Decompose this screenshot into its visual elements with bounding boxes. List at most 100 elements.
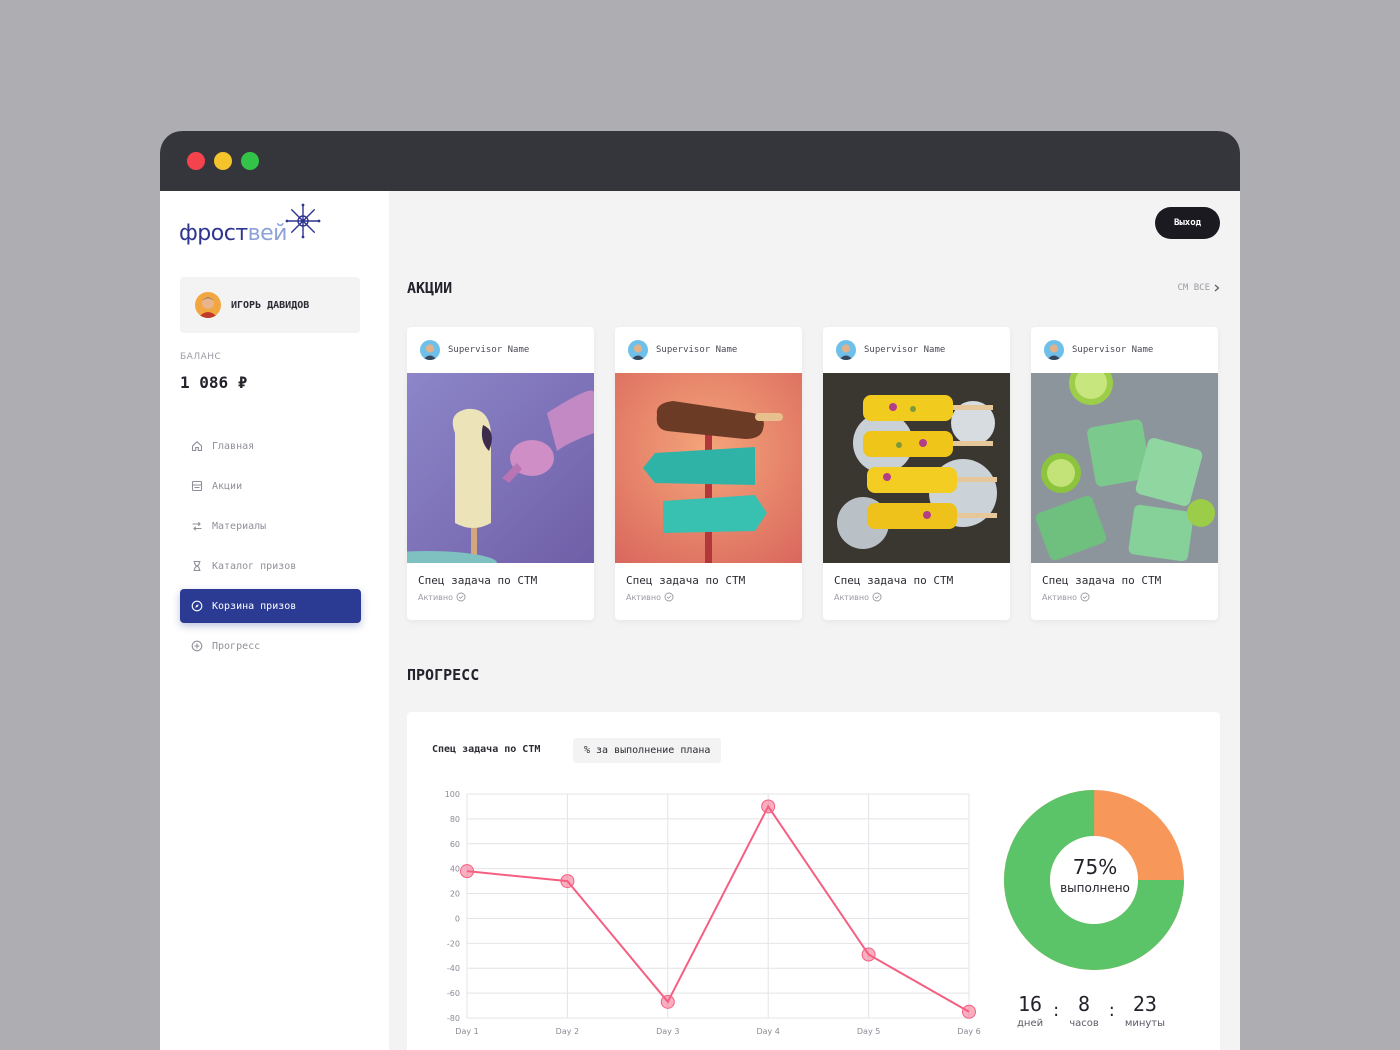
- card-title: Спец задача по СТМ: [626, 574, 746, 587]
- browser-window: фроствей: [160, 131, 1240, 1050]
- nav-label: Материалы: [212, 520, 267, 532]
- card-header: Supervisor Name: [407, 327, 594, 373]
- user-name: ИГОРЬ ДАВИДОВ: [231, 299, 310, 311]
- nav-label: Каталог призов: [212, 560, 297, 572]
- user-avatar: [195, 292, 221, 318]
- check-circle-icon: [664, 592, 674, 602]
- supervisor-name: Supervisor Name: [448, 345, 530, 355]
- y-tick-label: 0: [455, 914, 460, 923]
- x-tick-label: Day 3: [656, 1027, 679, 1036]
- card-status: Активно: [1031, 587, 1218, 602]
- supervisor-avatar: [420, 340, 440, 360]
- promotion-card[interactable]: Supervisor Name Спец задач: [615, 327, 802, 620]
- card-image: [615, 373, 802, 563]
- see-all-link[interactable]: СМ ВСЕ: [1177, 283, 1220, 293]
- card-status: Активно: [823, 587, 1010, 602]
- nav-label: Акции: [212, 480, 243, 492]
- stock-icon: [190, 479, 204, 493]
- nav-label: Корзина призов: [212, 600, 297, 612]
- card-image: [407, 373, 594, 563]
- close-window-button[interactable]: [187, 152, 205, 170]
- donut-hole: [1050, 836, 1138, 924]
- card-image: [1031, 373, 1218, 563]
- sidebar: фроствей: [160, 191, 389, 1050]
- see-all-label: СМ ВСЕ: [1177, 283, 1210, 293]
- donut-center: 75% выполнено: [1048, 855, 1142, 895]
- brand-logo[interactable]: фроствей: [179, 203, 321, 245]
- promotion-card[interactable]: Supervisor Name: [407, 327, 594, 620]
- data-point: [460, 864, 474, 879]
- x-tick-label: Day 2: [556, 1027, 579, 1036]
- logo-text: фроствей: [179, 221, 287, 246]
- sidebar-nav: Главная Акции Материалы Каталог призов К…: [180, 429, 361, 669]
- card-header: Supervisor Name: [615, 327, 802, 373]
- supervisor-name: Supervisor Name: [864, 345, 946, 355]
- completion-label: выполнено: [1060, 881, 1130, 895]
- home-icon: [190, 439, 204, 453]
- countdown-timer: 16 дней : 8 часов : 23 минуты: [1017, 992, 1165, 1029]
- plan-percent-tag[interactable]: % за выполнение плана: [573, 738, 722, 763]
- promotion-card[interactable]: Supervisor Name: [1031, 327, 1218, 620]
- card-title: Спец задача по СТМ: [834, 574, 954, 587]
- timer-hours: 8 часов: [1069, 992, 1099, 1029]
- series-line: [466, 804, 970, 1013]
- line-chart: 100 80 60 40 20 0 -20 -40 -60 -80 Day 1 Day 2 Day 3 D…: [445, 790, 981, 1036]
- card-status: Активно: [407, 587, 594, 602]
- maximize-window-button[interactable]: [241, 152, 259, 170]
- data-point: [660, 994, 675, 1009]
- timer-minutes: 23 минуты: [1124, 992, 1166, 1029]
- data-point: [761, 799, 776, 814]
- supervisor-name: Supervisor Name: [656, 345, 738, 355]
- check-circle-icon: [1080, 592, 1090, 602]
- progress-panel-title: Спец задача по СТМ: [432, 744, 541, 755]
- user-card[interactable]: ИГОРЬ ДАВИДОВ: [180, 277, 360, 333]
- card-title: Спец задача по СТМ: [418, 574, 538, 587]
- minimize-window-button[interactable]: [214, 152, 232, 170]
- y-tick-label: 60: [450, 840, 460, 849]
- nav-item-progress[interactable]: Прогресс: [180, 629, 361, 663]
- x-tick-label: Day 1: [455, 1027, 478, 1036]
- supervisor-avatar: [836, 340, 856, 360]
- materials-icon: [190, 519, 204, 533]
- nav-item-prize-cart[interactable]: Корзина призов: [180, 589, 361, 623]
- check-circle-icon: [456, 592, 466, 602]
- nav-label: Главная: [212, 440, 255, 452]
- card-title: Спец задача по СТМ: [1042, 574, 1162, 587]
- y-tick-label: -20: [447, 939, 460, 948]
- supervisor-avatar: [1044, 340, 1064, 360]
- progress-panel: Спец задача по СТМ % за выполнение плана…: [407, 712, 1220, 1050]
- y-tick-label: 40: [450, 865, 460, 874]
- nav-item-prize-catalog[interactable]: Каталог призов: [180, 549, 361, 583]
- hourglass-icon: [190, 559, 204, 573]
- chevron-right-icon: [1214, 284, 1220, 292]
- data-point: [560, 874, 575, 889]
- snowflake-icon: [285, 203, 321, 239]
- completion-donut: [1004, 790, 1184, 970]
- compass-icon: [190, 599, 204, 613]
- supervisor-name: Supervisor Name: [1072, 345, 1154, 355]
- donut-completed-segment: [1004, 790, 1184, 970]
- x-tick-label: Day 6: [957, 1027, 980, 1036]
- card-header: Supervisor Name: [1031, 327, 1218, 373]
- timer-separator: :: [1108, 1000, 1115, 1021]
- promotions-title: АКЦИИ: [407, 279, 453, 297]
- card-status: Активно: [615, 587, 802, 602]
- nav-item-promotions[interactable]: Акции: [180, 469, 361, 503]
- nav-item-materials[interactable]: Материалы: [180, 509, 361, 543]
- data-point: [962, 1004, 976, 1019]
- progress-title: ПРОГРЕСС: [407, 666, 480, 684]
- y-tick-label: 80: [450, 815, 460, 824]
- logout-button[interactable]: Выход: [1155, 207, 1220, 239]
- balance-label: БАЛАНС: [180, 352, 222, 362]
- y-tick-label: -60: [447, 989, 460, 998]
- y-tick-label: -80: [447, 1014, 460, 1023]
- card-header: Supervisor Name: [823, 327, 1010, 373]
- plus-circle-icon: [190, 639, 204, 653]
- completion-percent: 75%: [1072, 855, 1118, 879]
- promotion-card[interactable]: Supervisor Name: [823, 327, 1010, 620]
- nav-item-home[interactable]: Главная: [180, 429, 361, 463]
- y-tick-label: 100: [445, 790, 460, 799]
- check-circle-icon: [872, 592, 882, 602]
- card-image: [823, 373, 1010, 563]
- x-tick-label: Day 4: [756, 1027, 779, 1036]
